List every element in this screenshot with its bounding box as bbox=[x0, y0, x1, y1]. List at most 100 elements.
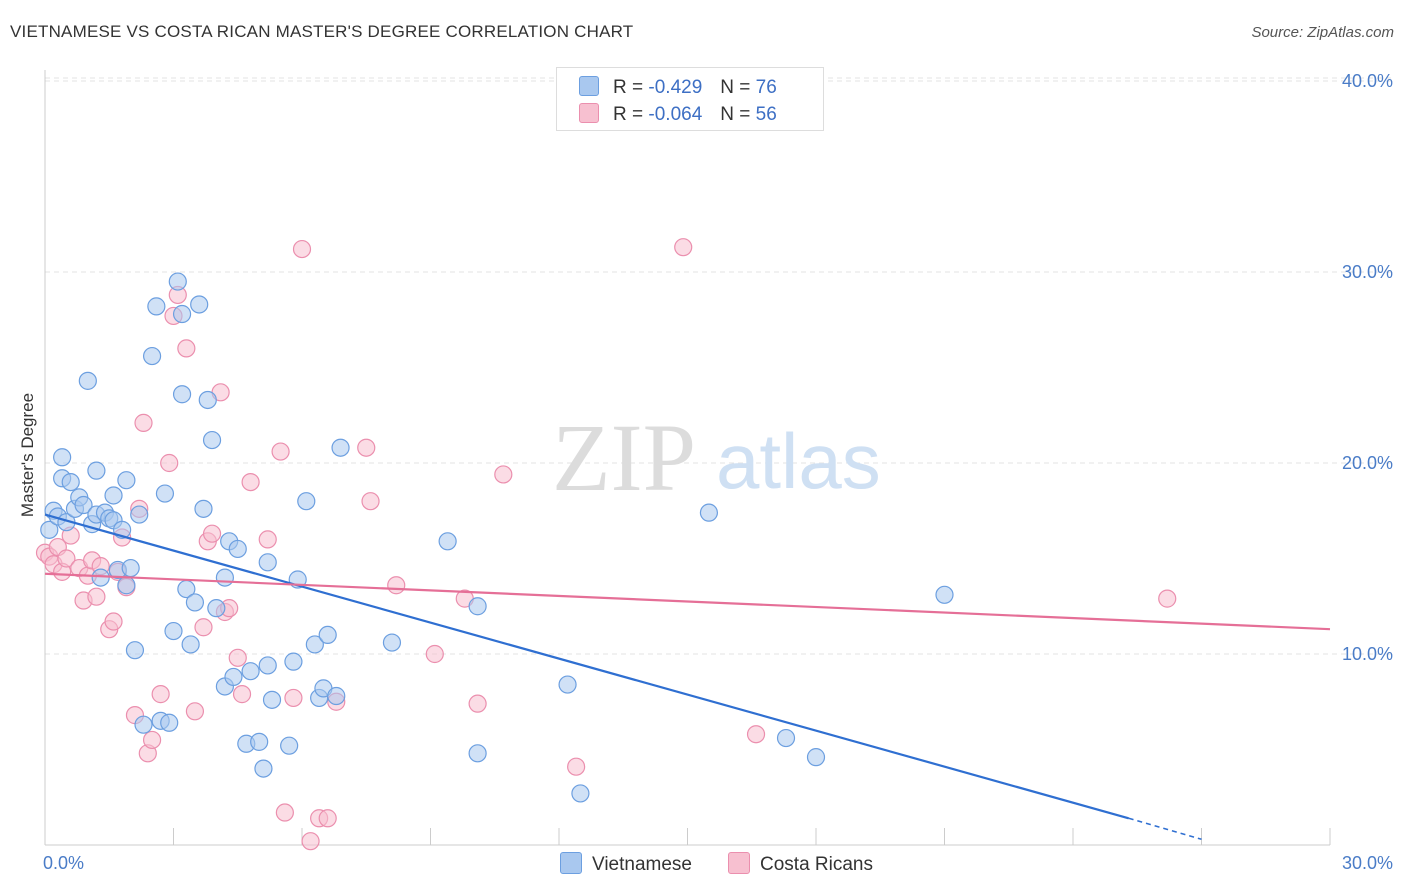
costa-rican-point bbox=[357, 438, 376, 457]
legend-n-value: 56 bbox=[755, 104, 777, 125]
vietnamese-point bbox=[468, 597, 487, 616]
vietnamese-point bbox=[935, 585, 954, 604]
legend-n-label: N = bbox=[720, 77, 751, 98]
costa-rican-point bbox=[567, 757, 586, 776]
costa-rican-point bbox=[271, 442, 290, 461]
bottom-legend-swatch-costa-ricans bbox=[728, 852, 750, 874]
vietnamese-point bbox=[91, 568, 110, 587]
bottom-legend-label: Vietnamese bbox=[592, 854, 692, 875]
vietnamese-point bbox=[558, 675, 577, 694]
bottom-legend-swatch-vietnamese bbox=[560, 852, 582, 874]
correlation-legend: R = -0.429 N = 76 R = -0.064 N = 56 bbox=[556, 67, 824, 131]
vietnamese-point bbox=[190, 295, 209, 314]
watermark-atlas: atlas bbox=[716, 417, 881, 505]
vietnamese-point bbox=[250, 732, 269, 751]
y-axis-label: Master's Degree bbox=[18, 393, 37, 517]
costa-rican-point bbox=[468, 694, 487, 713]
x-tick-label: 0.0% bbox=[43, 853, 84, 873]
data-points bbox=[35, 238, 1177, 851]
vietnamese-point bbox=[254, 759, 273, 778]
costa-rican-point bbox=[134, 413, 153, 432]
vietnamese-point bbox=[258, 656, 277, 675]
costa-rican-point bbox=[185, 702, 205, 721]
costa-rican-point bbox=[284, 688, 303, 708]
vietnamese-point bbox=[468, 744, 487, 763]
vietnamese-point bbox=[130, 505, 149, 524]
vietnamese-point bbox=[297, 492, 316, 511]
costa-rican-point bbox=[1158, 589, 1177, 608]
costa-rican-point bbox=[258, 530, 277, 549]
vietnamese-point bbox=[806, 748, 826, 767]
chart-title: VIETNAMESE VS COSTA RICAN MASTER'S DEGRE… bbox=[10, 22, 634, 41]
costa-rican-point bbox=[177, 339, 196, 358]
vietnamese-point bbox=[776, 728, 796, 748]
vietnamese-point bbox=[121, 558, 140, 578]
gridlines bbox=[45, 77, 1392, 655]
vietnamese-point bbox=[262, 690, 282, 709]
vietnamese-point bbox=[224, 667, 243, 687]
vietnamese-point bbox=[172, 385, 192, 404]
vietnamese-point bbox=[78, 371, 97, 390]
costa-rican-point bbox=[194, 618, 213, 637]
vietnamese-trend-extension bbox=[1128, 817, 1202, 840]
vietnamese-point bbox=[40, 520, 59, 539]
vietnamese-point bbox=[181, 635, 200, 654]
legend-n-value: 76 bbox=[755, 77, 777, 98]
vietnamese-point bbox=[164, 621, 183, 641]
vietnamese-point bbox=[327, 686, 346, 706]
costa-rican-point bbox=[160, 453, 179, 473]
watermark-zip: ZIP bbox=[552, 404, 696, 511]
bottom-legend-costa-ricans: Costa Ricans bbox=[728, 852, 873, 876]
vietnamese-point bbox=[228, 539, 247, 559]
y-tick-label: 30.0% bbox=[1342, 262, 1393, 282]
legend-swatch-costa-ricans bbox=[579, 103, 599, 123]
vietnamese-point bbox=[382, 633, 402, 652]
legend-r-label: R = bbox=[613, 77, 644, 98]
y-tick-label: 10.0% bbox=[1342, 644, 1393, 664]
legend-r-value: -0.064 bbox=[648, 104, 703, 125]
costa-rican-point bbox=[151, 685, 170, 704]
axes bbox=[44, 70, 1331, 846]
bottom-legend-label: Costa Ricans bbox=[760, 854, 873, 875]
vietnamese-point bbox=[185, 593, 205, 612]
costa-rican-point bbox=[241, 473, 260, 492]
vietnamese-point bbox=[571, 784, 590, 803]
source-label: Source: ZipAtlas.com bbox=[1251, 24, 1394, 41]
vietnamese-point bbox=[438, 532, 457, 551]
vietnamese-trend-line bbox=[44, 513, 1129, 820]
costa-rican-point bbox=[202, 524, 222, 543]
vietnamese-point bbox=[155, 484, 175, 503]
vietnamese-point bbox=[172, 304, 192, 324]
legend-row-costa-ricans: R = -0.064 N = 56 bbox=[579, 103, 777, 127]
costa-rican-point bbox=[301, 832, 320, 851]
y-tick-label: 20.0% bbox=[1342, 453, 1393, 473]
vietnamese-point bbox=[74, 495, 93, 515]
costa-rican-point bbox=[232, 685, 252, 704]
y-tick-label: 40.0% bbox=[1342, 71, 1393, 91]
costa-rican-point bbox=[87, 587, 106, 606]
legend-r-value: -0.429 bbox=[648, 77, 703, 98]
costa-rican-point bbox=[228, 648, 247, 667]
vietnamese-point bbox=[280, 736, 299, 755]
legend-r-label: R = bbox=[613, 104, 644, 125]
costa-rican-point bbox=[57, 549, 76, 568]
vietnamese-point bbox=[202, 430, 222, 450]
watermark: ZIP atlas bbox=[552, 404, 881, 511]
vietnamese-point bbox=[142, 346, 162, 366]
vietnamese-point bbox=[134, 715, 153, 734]
vietnamese-point bbox=[53, 448, 72, 467]
tick-labels: 10.0% 20.0% 30.0% 40.0% 0.0% 30.0% bbox=[43, 71, 1393, 873]
vietnamese-point bbox=[207, 599, 226, 618]
vietnamese-point bbox=[168, 272, 187, 291]
vietnamese-point bbox=[194, 499, 213, 518]
vietnamese-point bbox=[147, 297, 166, 316]
legend-row-vietnamese: R = -0.429 N = 76 bbox=[579, 76, 777, 100]
costa-rican-point bbox=[104, 612, 123, 631]
vietnamese-point bbox=[61, 473, 80, 492]
costa-rican-point bbox=[387, 576, 406, 595]
vietnamese-point bbox=[215, 568, 234, 587]
vietnamese-point bbox=[125, 641, 145, 660]
vietnamese-point bbox=[284, 652, 303, 671]
costa-rican-point bbox=[425, 644, 444, 664]
costa-rican-point bbox=[142, 730, 162, 750]
